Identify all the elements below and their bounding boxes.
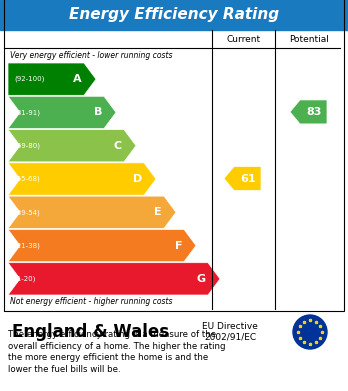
Text: Potential: Potential <box>290 34 330 43</box>
Text: Not energy efficient - higher running costs: Not energy efficient - higher running co… <box>10 298 173 307</box>
Circle shape <box>293 315 327 349</box>
Polygon shape <box>8 263 220 295</box>
Polygon shape <box>8 63 96 95</box>
Text: F: F <box>174 240 182 251</box>
Polygon shape <box>8 196 176 228</box>
Bar <box>0 0 348 30</box>
Bar <box>4 0 344 311</box>
Text: (69-80): (69-80) <box>14 142 40 149</box>
Polygon shape <box>8 163 156 195</box>
Text: 83: 83 <box>307 107 322 117</box>
Text: (92-100): (92-100) <box>14 76 45 83</box>
Bar <box>4 309 344 355</box>
Bar <box>4 30 344 309</box>
Text: G: G <box>197 274 206 284</box>
Text: E: E <box>155 207 162 217</box>
Text: (1-20): (1-20) <box>14 276 35 282</box>
Text: England & Wales: England & Wales <box>12 323 169 341</box>
Polygon shape <box>8 230 196 262</box>
Polygon shape <box>8 129 136 162</box>
Text: Energy Efficiency Rating: Energy Efficiency Rating <box>69 7 279 23</box>
Text: The energy efficiency rating is a measure of the
overall efficiency of a home. T: The energy efficiency rating is a measur… <box>8 330 226 374</box>
Text: EU Directive
2002/91/EC: EU Directive 2002/91/EC <box>202 322 258 342</box>
Text: (39-54): (39-54) <box>14 209 40 215</box>
Polygon shape <box>8 96 116 129</box>
Text: Current: Current <box>227 34 261 43</box>
Text: C: C <box>114 141 122 151</box>
Text: (21-38): (21-38) <box>14 242 40 249</box>
Text: D: D <box>133 174 142 184</box>
Text: Very energy efficient - lower running costs: Very energy efficient - lower running co… <box>10 50 173 59</box>
Text: (81-91): (81-91) <box>14 109 40 116</box>
Polygon shape <box>224 167 261 190</box>
Text: B: B <box>94 108 102 117</box>
Text: (55-68): (55-68) <box>14 176 40 182</box>
Text: 61: 61 <box>241 174 256 183</box>
Text: A: A <box>73 74 82 84</box>
Polygon shape <box>290 100 327 124</box>
